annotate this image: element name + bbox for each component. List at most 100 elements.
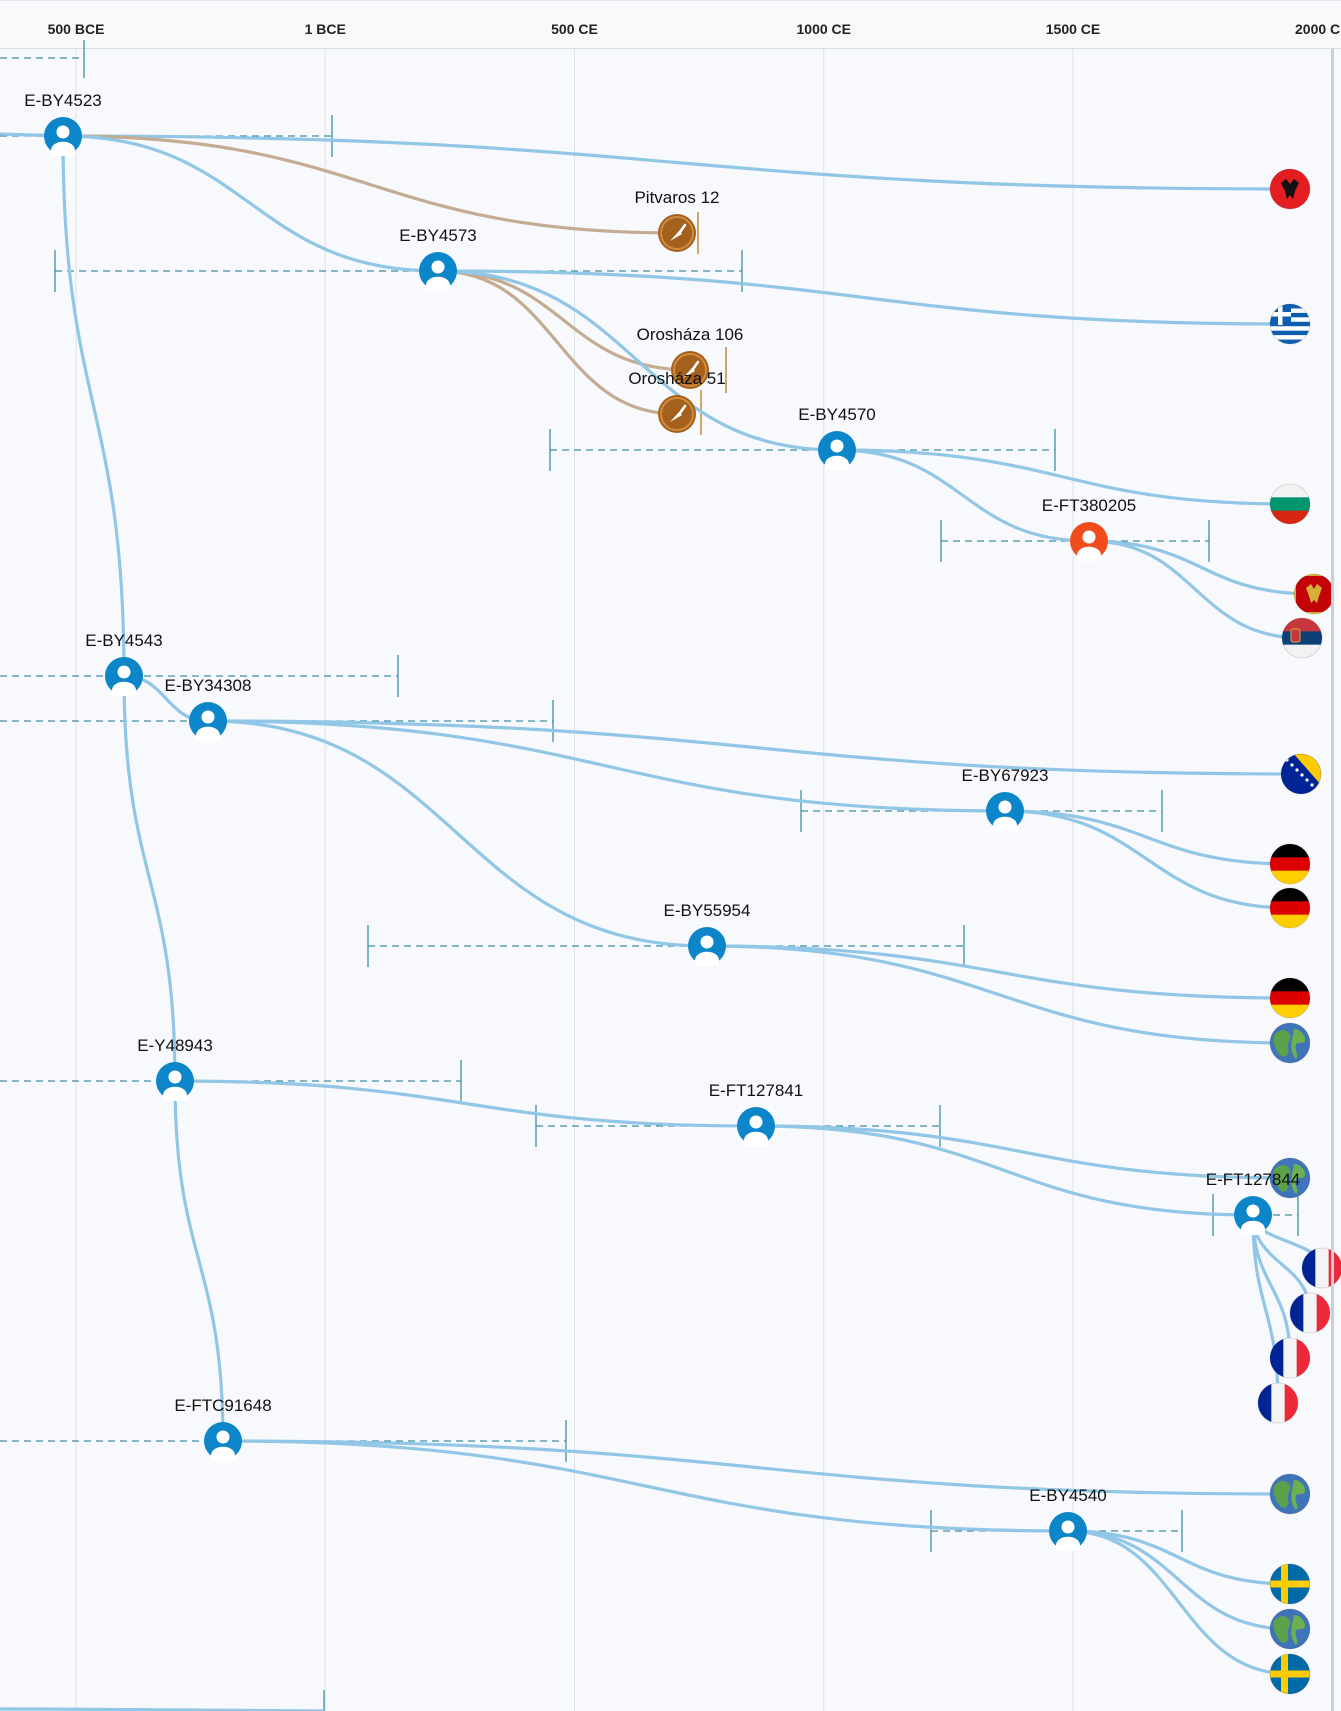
node-label: Pitvaros 12: [634, 188, 719, 207]
timeline-axis: 500 BCE 1 BCE 500 CE 1000 CE 1500 CE 2000 CE: [0, 0, 1341, 49]
axis-tick-label: 500 CE: [551, 21, 598, 37]
tree-branch: [207, 719, 1006, 813]
axis-tick-label: 2000 CE: [1295, 21, 1341, 37]
tree-branch: [222, 1439, 1069, 1533]
vertical-scrollbar[interactable]: [1331, 49, 1334, 1711]
tree-branch: [1067, 1529, 1291, 1631]
node-label: E-BY55954: [664, 901, 751, 920]
ancient-sample-link: [437, 269, 691, 372]
axis-tick-label: 1500 CE: [1045, 21, 1101, 37]
ancient-sample-node[interactable]: [658, 395, 696, 433]
tree-branch: [207, 719, 708, 948]
person-icon: [825, 439, 849, 470]
haplogroup-node[interactable]: [156, 1062, 194, 1101]
node-label: E-FT127844: [1206, 1170, 1301, 1189]
date-range-whisker: [54, 250, 743, 292]
date-range-whisker: [0, 115, 333, 157]
tree-branch: [836, 448, 1291, 506]
person-icon: [426, 260, 450, 291]
trowel-icon: [683, 360, 700, 378]
person-icon: [993, 800, 1017, 831]
node-label: E-BY4523: [24, 91, 102, 110]
node-label: Orosháza 106: [637, 325, 744, 344]
axis-tick-label: 500 BCE: [47, 21, 105, 37]
date-range-whisker: [367, 925, 965, 967]
haplogroup-node[interactable]: [204, 1422, 242, 1461]
tree-branch: [174, 1079, 757, 1128]
tree-branch: [122, 675, 177, 1082]
tree-branch: [1067, 1529, 1291, 1586]
axis-tick-label: 1000 CE: [796, 21, 851, 37]
trowel-icon: [670, 404, 687, 422]
person-icon: [1056, 1520, 1080, 1551]
france-flag-icon[interactable]: [1269, 1337, 1311, 1379]
haplogroup-node[interactable]: [419, 252, 457, 291]
person-icon: [112, 665, 136, 696]
person-icon: [1241, 1204, 1265, 1235]
haplogroup-node[interactable]: [1070, 522, 1108, 561]
tree-branch: [62, 134, 439, 273]
node-label: E-FT127841: [709, 1081, 804, 1100]
germany-flag-icon[interactable]: [1269, 887, 1311, 929]
haplogroup-node[interactable]: [1234, 1196, 1272, 1235]
date-range-whisker: [0, 655, 399, 697]
serbia-flag-icon[interactable]: [1281, 617, 1323, 659]
tree-branch: [62, 134, 1291, 191]
globe-icon[interactable]: [1269, 1157, 1311, 1199]
tree-branch: [1067, 1529, 1291, 1676]
tree-branch: [1088, 539, 1303, 640]
albania-flag-icon[interactable]: [1269, 168, 1311, 210]
montenegro-flag-icon[interactable]: [1293, 573, 1335, 615]
trowel-icon: [670, 223, 687, 241]
node-label: E-BY4573: [399, 226, 477, 245]
haplogroup-node[interactable]: [44, 117, 82, 156]
sweden-flag-icon[interactable]: [1269, 1653, 1311, 1695]
node-label: E-BY4570: [798, 405, 876, 424]
haplogroup-node[interactable]: [818, 431, 856, 470]
tree-branch: [437, 269, 1291, 326]
person-icon: [163, 1070, 187, 1101]
ancient-sample-link: [437, 269, 678, 416]
haplogroup-node[interactable]: [688, 927, 726, 966]
haplogroup-node[interactable]: [105, 657, 143, 696]
tree-branch: [1088, 539, 1315, 596]
germany-flag-icon[interactable]: [1269, 843, 1311, 885]
globe-icon[interactable]: [1269, 1022, 1311, 1064]
france-flag-icon[interactable]: [1301, 1247, 1341, 1289]
node-label: Orosháza 51: [628, 369, 725, 388]
node-label: E-BY67923: [962, 766, 1049, 785]
ancient-sample-node[interactable]: [671, 351, 709, 389]
person-icon: [51, 125, 75, 156]
person-icon: [1077, 530, 1101, 561]
tree-branch: [706, 944, 1291, 1000]
haplogroup-node[interactable]: [1049, 1512, 1087, 1551]
tree-branch: [207, 719, 1302, 776]
person-icon: [744, 1115, 768, 1146]
haplogroup-node[interactable]: [737, 1107, 775, 1146]
node-label: E-Y48943: [137, 1036, 213, 1055]
globe-icon[interactable]: [1269, 1608, 1311, 1650]
tree-branch: [173, 1080, 225, 1442]
greece-flag-icon[interactable]: [1269, 303, 1311, 345]
node-label: E-FTC91648: [174, 1396, 271, 1415]
person-icon: [196, 710, 220, 741]
tree-branch: [437, 269, 838, 452]
france-flag-icon[interactable]: [1289, 1292, 1331, 1334]
tree-branch: [755, 1124, 1254, 1217]
globe-icon[interactable]: [1269, 1473, 1311, 1515]
tree-branch: [755, 1124, 1291, 1180]
tree-branch: [836, 448, 1090, 543]
date-range-whisker: [549, 429, 1056, 471]
tree-branch: [706, 944, 1291, 1045]
haplogroup-node[interactable]: [189, 702, 227, 741]
bulgaria-flag-icon[interactable]: [1269, 483, 1311, 525]
haplogroup-node[interactable]: [986, 792, 1024, 831]
france-flag-icon[interactable]: [1257, 1382, 1299, 1424]
node-label: E-FT380205: [1042, 496, 1137, 515]
bosnia-flag-icon[interactable]: [1280, 753, 1322, 795]
sweden-flag-icon[interactable]: [1269, 1563, 1311, 1605]
node-label: E-BY34308: [165, 676, 252, 695]
ancient-sample-node[interactable]: [658, 214, 696, 252]
germany-flag-icon[interactable]: [1269, 977, 1311, 1019]
